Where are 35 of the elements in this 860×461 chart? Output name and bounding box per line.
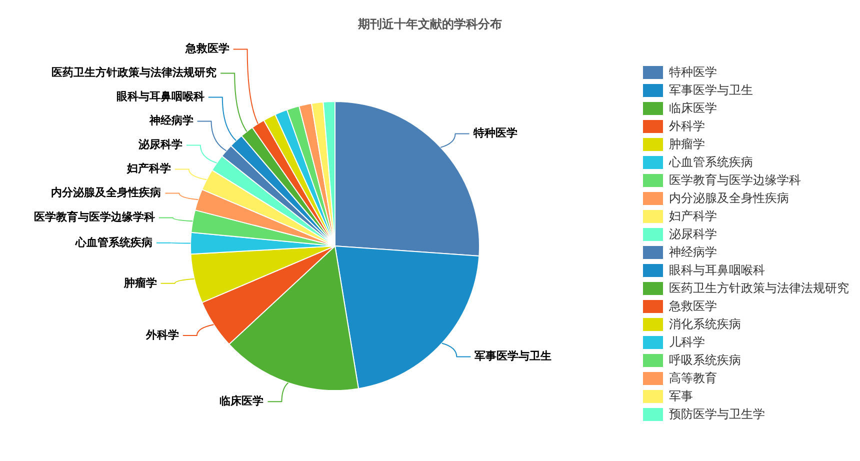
legend-label: 肿瘤学 [669, 136, 705, 152]
slice-label: 特种医学 [472, 126, 518, 140]
legend-label: 儿科学 [669, 334, 705, 350]
slice-label: 外科学 [144, 328, 179, 342]
legend-label: 预防医学与卫生学 [669, 406, 765, 422]
legend-label: 消化系统疾病 [669, 316, 741, 332]
slice-label: 急救医学 [184, 42, 230, 56]
slice-label: 医学教育与医学边缘学科 [34, 210, 155, 224]
legend-label: 呼吸系统疾病 [669, 352, 741, 368]
legend-label: 泌尿科学 [669, 226, 717, 242]
slice-label: 心血管系统疾病 [74, 236, 153, 249]
legend-label: 特种医学 [669, 64, 717, 80]
legend-label: 急救医学 [669, 298, 717, 314]
slice-label: 临床医学 [220, 394, 264, 408]
chart-title: 期刊近十年文献的学科分布 [357, 16, 503, 33]
slice-label: 肿瘤学 [122, 276, 157, 290]
legend-label: 医药卫生方针政策与法律法规研究 [669, 280, 849, 296]
legend-label: 心血管系统疾病 [669, 154, 753, 170]
slice-label: 妇产科学 [126, 162, 171, 176]
slice-label: 眼科与耳鼻咽喉科 [116, 90, 204, 104]
legend-label: 眼科与耳鼻咽喉科 [669, 262, 765, 278]
legend-label: 临床医学 [669, 100, 717, 116]
legend-label: 军事医学与卫生 [669, 82, 753, 98]
legend-label: 医学教育与医学边缘学科 [669, 172, 801, 188]
slice-label: 医药卫生方针政策与法律法规研究 [52, 66, 217, 80]
slice-label: 内分泌腺及全身性疾病 [51, 186, 162, 200]
legend-label: 妇产科学 [669, 208, 717, 224]
legend-label: 高等教育 [669, 370, 717, 386]
legend-label: 军事 [669, 388, 693, 404]
slice-label: 神经病学 [148, 114, 194, 128]
slice-label: 泌尿科学 [137, 138, 182, 152]
legend-label: 内分泌腺及全身性疾病 [669, 190, 789, 206]
legend-label: 外科学 [669, 118, 705, 134]
legend-label: 神经病学 [669, 244, 717, 260]
slice-label: 军事医学与卫生 [474, 350, 552, 363]
